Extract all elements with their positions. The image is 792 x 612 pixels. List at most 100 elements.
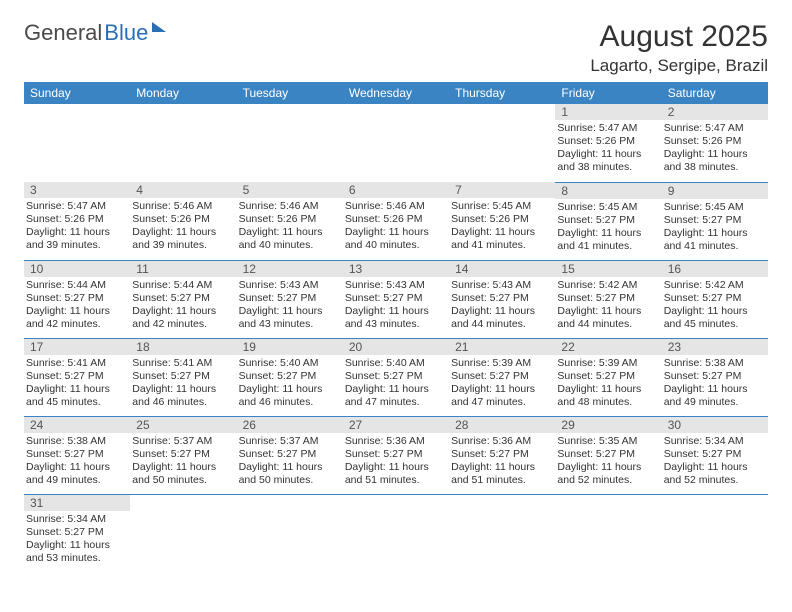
day-number: 30 <box>662 417 768 433</box>
calendar-day-cell: 14Sunrise: 5:43 AMSunset: 5:27 PMDayligh… <box>449 260 555 338</box>
day-number: 8 <box>555 183 661 199</box>
daylight-text: Daylight: 11 hours and 53 minutes. <box>26 539 126 565</box>
calendar-day-cell: 25Sunrise: 5:37 AMSunset: 5:27 PMDayligh… <box>130 416 236 494</box>
daylight-text: Daylight: 11 hours and 41 minutes. <box>557 227 657 253</box>
calendar-day-cell <box>24 104 130 182</box>
sunset-text: Sunset: 5:26 PM <box>26 213 126 226</box>
sunrise-text: Sunrise: 5:46 AM <box>345 200 445 213</box>
sunset-text: Sunset: 5:27 PM <box>345 448 445 461</box>
sunrise-text: Sunrise: 5:41 AM <box>132 357 232 370</box>
day-number: 10 <box>24 261 130 277</box>
calendar-day-cell <box>237 494 343 572</box>
day-details: Sunrise: 5:38 AMSunset: 5:27 PMDaylight:… <box>662 355 768 412</box>
sunset-text: Sunset: 5:27 PM <box>239 292 339 305</box>
day-details: Sunrise: 5:45 AMSunset: 5:27 PMDaylight:… <box>555 199 661 256</box>
sunset-text: Sunset: 5:27 PM <box>345 370 445 383</box>
sunrise-text: Sunrise: 5:47 AM <box>557 122 657 135</box>
day-number: 21 <box>449 339 555 355</box>
sunrise-text: Sunrise: 5:47 AM <box>26 200 126 213</box>
weekday-header: Tuesday <box>237 82 343 104</box>
sunset-text: Sunset: 5:27 PM <box>451 292 551 305</box>
daylight-text: Daylight: 11 hours and 48 minutes. <box>557 383 657 409</box>
sunrise-text: Sunrise: 5:34 AM <box>664 435 764 448</box>
sunrise-text: Sunrise: 5:45 AM <box>664 201 764 214</box>
day-number: 29 <box>555 417 661 433</box>
logo-text-dark: General <box>24 20 102 46</box>
day-details: Sunrise: 5:44 AMSunset: 5:27 PMDaylight:… <box>130 277 236 334</box>
daylight-text: Daylight: 11 hours and 44 minutes. <box>451 305 551 331</box>
calendar-day-cell: 22Sunrise: 5:39 AMSunset: 5:27 PMDayligh… <box>555 338 661 416</box>
day-number: 24 <box>24 417 130 433</box>
day-number: 13 <box>343 261 449 277</box>
calendar-day-cell <box>343 494 449 572</box>
day-number: 22 <box>555 339 661 355</box>
sunset-text: Sunset: 5:27 PM <box>451 448 551 461</box>
calendar-day-cell <box>343 104 449 182</box>
sunset-text: Sunset: 5:27 PM <box>557 448 657 461</box>
day-details: Sunrise: 5:44 AMSunset: 5:27 PMDaylight:… <box>24 277 130 334</box>
sunrise-text: Sunrise: 5:40 AM <box>239 357 339 370</box>
day-details: Sunrise: 5:36 AMSunset: 5:27 PMDaylight:… <box>343 433 449 490</box>
sunset-text: Sunset: 5:27 PM <box>132 370 232 383</box>
sunrise-text: Sunrise: 5:36 AM <box>345 435 445 448</box>
day-details: Sunrise: 5:40 AMSunset: 5:27 PMDaylight:… <box>237 355 343 412</box>
day-details: Sunrise: 5:41 AMSunset: 5:27 PMDaylight:… <box>130 355 236 412</box>
day-details: Sunrise: 5:35 AMSunset: 5:27 PMDaylight:… <box>555 433 661 490</box>
day-details: Sunrise: 5:34 AMSunset: 5:27 PMDaylight:… <box>662 433 768 490</box>
day-number: 15 <box>555 261 661 277</box>
logo-text-blue: Blue <box>104 20 148 46</box>
sunset-text: Sunset: 5:27 PM <box>26 526 126 539</box>
sunrise-text: Sunrise: 5:43 AM <box>345 279 445 292</box>
calendar-day-cell: 19Sunrise: 5:40 AMSunset: 5:27 PMDayligh… <box>237 338 343 416</box>
calendar-day-cell: 6Sunrise: 5:46 AMSunset: 5:26 PMDaylight… <box>343 182 449 260</box>
day-details: Sunrise: 5:34 AMSunset: 5:27 PMDaylight:… <box>24 511 130 568</box>
calendar-day-cell <box>449 494 555 572</box>
day-details: Sunrise: 5:37 AMSunset: 5:27 PMDaylight:… <box>237 433 343 490</box>
sunrise-text: Sunrise: 5:43 AM <box>239 279 339 292</box>
sunset-text: Sunset: 5:27 PM <box>664 214 764 227</box>
sunrise-text: Sunrise: 5:35 AM <box>557 435 657 448</box>
weekday-header: Saturday <box>662 82 768 104</box>
calendar-day-cell <box>662 494 768 572</box>
daylight-text: Daylight: 11 hours and 46 minutes. <box>132 383 232 409</box>
day-number: 14 <box>449 261 555 277</box>
day-details: Sunrise: 5:46 AMSunset: 5:26 PMDaylight:… <box>343 198 449 255</box>
sunset-text: Sunset: 5:27 PM <box>132 292 232 305</box>
calendar-day-cell: 18Sunrise: 5:41 AMSunset: 5:27 PMDayligh… <box>130 338 236 416</box>
calendar-day-cell: 23Sunrise: 5:38 AMSunset: 5:27 PMDayligh… <box>662 338 768 416</box>
calendar-week-row: 1Sunrise: 5:47 AMSunset: 5:26 PMDaylight… <box>24 104 768 182</box>
calendar-week-row: 17Sunrise: 5:41 AMSunset: 5:27 PMDayligh… <box>24 338 768 416</box>
sunrise-text: Sunrise: 5:34 AM <box>26 513 126 526</box>
flag-icon <box>152 22 166 32</box>
day-number: 3 <box>24 182 130 198</box>
day-number: 9 <box>662 183 768 199</box>
daylight-text: Daylight: 11 hours and 50 minutes. <box>239 461 339 487</box>
calendar-day-cell <box>237 104 343 182</box>
calendar-day-cell: 15Sunrise: 5:42 AMSunset: 5:27 PMDayligh… <box>555 260 661 338</box>
day-number: 5 <box>237 182 343 198</box>
sunset-text: Sunset: 5:27 PM <box>664 448 764 461</box>
calendar-day-cell: 29Sunrise: 5:35 AMSunset: 5:27 PMDayligh… <box>555 416 661 494</box>
day-details: Sunrise: 5:39 AMSunset: 5:27 PMDaylight:… <box>555 355 661 412</box>
calendar-day-cell: 7Sunrise: 5:45 AMSunset: 5:26 PMDaylight… <box>449 182 555 260</box>
sunset-text: Sunset: 5:26 PM <box>664 135 764 148</box>
sunset-text: Sunset: 5:26 PM <box>451 213 551 226</box>
calendar-day-cell: 11Sunrise: 5:44 AMSunset: 5:27 PMDayligh… <box>130 260 236 338</box>
sunrise-text: Sunrise: 5:44 AM <box>26 279 126 292</box>
calendar-day-cell: 13Sunrise: 5:43 AMSunset: 5:27 PMDayligh… <box>343 260 449 338</box>
sunrise-text: Sunrise: 5:37 AM <box>132 435 232 448</box>
day-number: 17 <box>24 339 130 355</box>
calendar-day-cell <box>449 104 555 182</box>
calendar-day-cell: 10Sunrise: 5:44 AMSunset: 5:27 PMDayligh… <box>24 260 130 338</box>
day-number: 28 <box>449 417 555 433</box>
sunrise-text: Sunrise: 5:45 AM <box>451 200 551 213</box>
weekday-header: Thursday <box>449 82 555 104</box>
sunrise-text: Sunrise: 5:36 AM <box>451 435 551 448</box>
daylight-text: Daylight: 11 hours and 41 minutes. <box>451 226 551 252</box>
day-details: Sunrise: 5:47 AMSunset: 5:26 PMDaylight:… <box>555 120 661 177</box>
daylight-text: Daylight: 11 hours and 45 minutes. <box>26 383 126 409</box>
calendar-day-cell: 4Sunrise: 5:46 AMSunset: 5:26 PMDaylight… <box>130 182 236 260</box>
day-number: 11 <box>130 261 236 277</box>
day-details: Sunrise: 5:43 AMSunset: 5:27 PMDaylight:… <box>343 277 449 334</box>
daylight-text: Daylight: 11 hours and 52 minutes. <box>557 461 657 487</box>
